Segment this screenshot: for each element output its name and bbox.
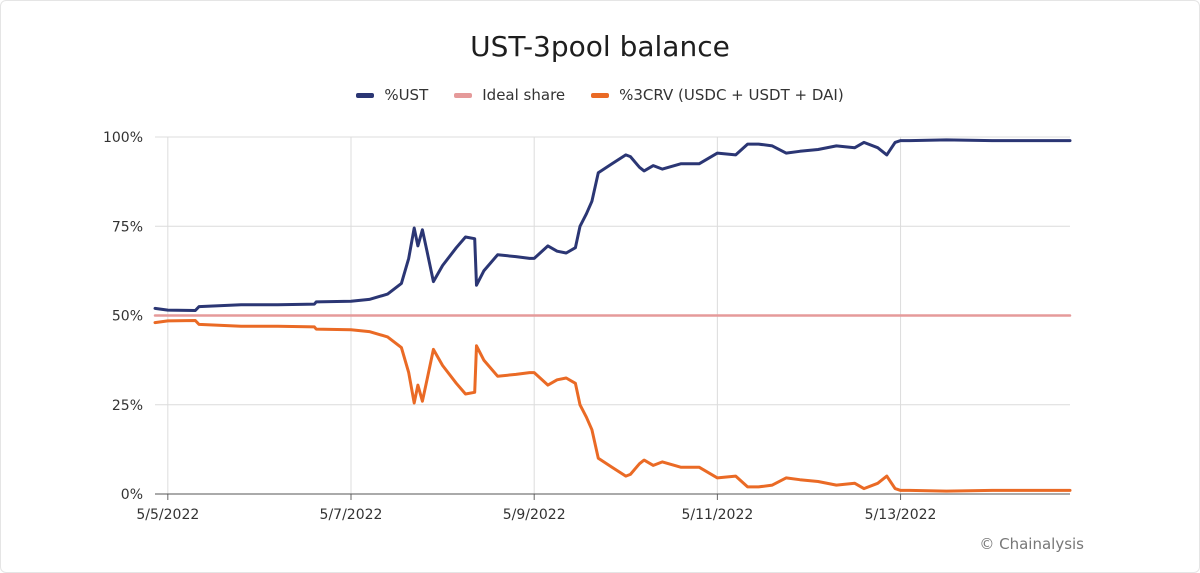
x-tick-label-4: 5/13/2022 xyxy=(865,507,937,523)
y-tick-label-4: 100% xyxy=(103,130,143,146)
legend-label-3crv: %3CRV (USDC + USDT + DAI) xyxy=(619,86,844,104)
y-tick-label-1: 25% xyxy=(112,398,143,414)
legend-label-ust: %UST xyxy=(384,86,429,104)
series-line-ust xyxy=(153,138,1072,312)
x-tick-label-1: 5/7/2022 xyxy=(320,507,383,523)
legend-item-ideal-share: Ideal share xyxy=(454,86,565,104)
x-tick-label-0: 5/5/2022 xyxy=(136,507,199,523)
legend-item-3crv: %3CRV (USDC + USDT + DAI) xyxy=(591,86,844,104)
watermark: © Chainalysis xyxy=(979,535,1084,553)
y-tick-label-3: 75% xyxy=(112,219,143,235)
x-tick-label-3: 5/11/2022 xyxy=(681,507,753,523)
legend-swatch-3crv xyxy=(591,92,610,98)
x-tick-label-2: 5/9/2022 xyxy=(503,507,566,523)
y-tick-label-2: 50% xyxy=(112,309,143,325)
legend-item-ust: %UST xyxy=(356,86,428,104)
legend-swatch-ust xyxy=(356,92,375,98)
chart-title: UST-3pool balance xyxy=(470,30,730,63)
series-line-3crv xyxy=(153,319,1072,493)
series-layer xyxy=(153,138,1072,493)
legend-label-ideal-share: Ideal share xyxy=(482,86,566,104)
tick-layer: 0% 25% 50% 75% 100% 5/5/2022 5/7/2022 5/9/2022 5… xyxy=(103,130,1070,523)
y-tick-label-0: 0% xyxy=(121,487,143,503)
chart-legend: %UST Ideal share %3CRV (USDC + USDT + DA… xyxy=(0,86,1200,104)
legend-swatch-ideal-share xyxy=(454,92,473,98)
